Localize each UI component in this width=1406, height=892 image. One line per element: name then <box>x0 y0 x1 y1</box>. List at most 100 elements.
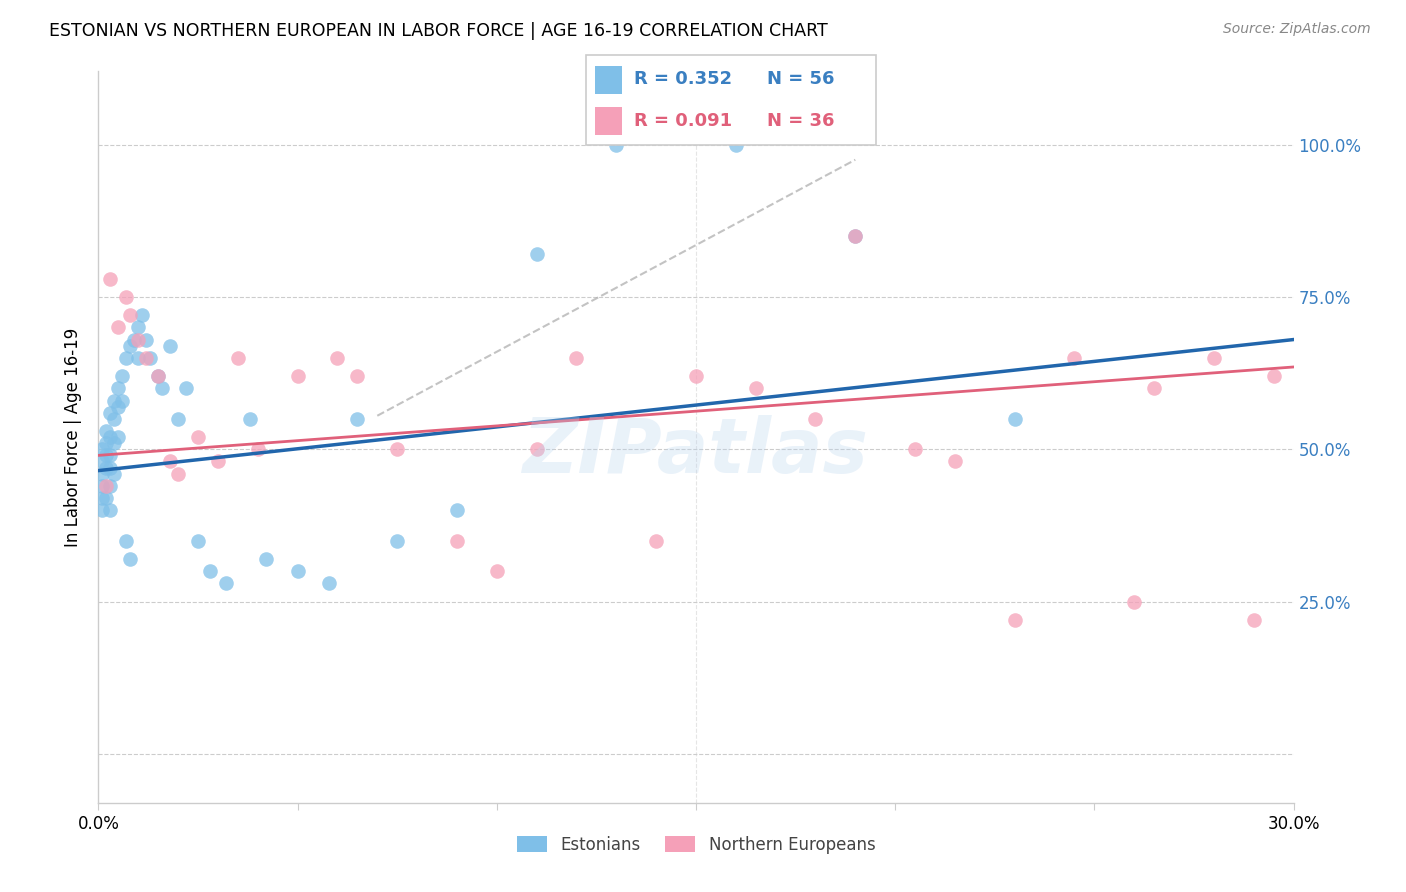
Point <box>103 393 125 408</box>
Point <box>120 308 142 322</box>
Text: R = 0.091: R = 0.091 <box>634 112 731 130</box>
Point <box>98 430 122 444</box>
Point <box>1202 351 1225 365</box>
FancyBboxPatch shape <box>586 55 876 145</box>
Point <box>127 333 149 347</box>
Point <box>724 137 747 152</box>
Point <box>198 564 221 578</box>
Text: ZIPatlas: ZIPatlas <box>523 415 869 489</box>
Point <box>120 338 142 352</box>
Point <box>98 503 122 517</box>
Point <box>103 467 125 481</box>
Point <box>120 552 142 566</box>
Point <box>91 503 114 517</box>
Point <box>904 442 927 457</box>
Point <box>326 351 349 365</box>
Text: N = 36: N = 36 <box>766 112 834 130</box>
Point <box>127 351 149 365</box>
Point <box>148 369 170 384</box>
Point <box>1143 381 1166 395</box>
Point <box>91 442 114 457</box>
Point <box>187 533 209 548</box>
Point <box>685 369 707 384</box>
Point <box>107 381 129 395</box>
Point <box>1004 412 1026 426</box>
Point <box>605 137 627 152</box>
Point <box>485 564 508 578</box>
Point <box>1243 613 1265 627</box>
Point <box>318 576 340 591</box>
Point <box>1123 594 1146 608</box>
Point <box>246 442 269 457</box>
Point <box>159 338 181 352</box>
Point <box>446 503 468 517</box>
Point <box>115 290 138 304</box>
Point <box>107 430 129 444</box>
Point <box>111 369 134 384</box>
Text: N = 56: N = 56 <box>766 70 834 87</box>
Point <box>98 271 122 285</box>
Point <box>150 381 173 395</box>
Y-axis label: In Labor Force | Age 16-19: In Labor Force | Age 16-19 <box>65 327 83 547</box>
Point <box>385 442 409 457</box>
Point <box>346 369 368 384</box>
Point <box>943 454 966 468</box>
Bar <box>595 66 621 94</box>
Point <box>107 400 129 414</box>
Point <box>98 448 122 462</box>
Point <box>148 369 170 384</box>
Point <box>167 412 190 426</box>
Point <box>135 333 157 347</box>
Point <box>207 454 229 468</box>
Point <box>135 351 157 365</box>
Text: R = 0.352: R = 0.352 <box>634 70 731 87</box>
Point <box>124 333 146 347</box>
Point <box>96 448 118 462</box>
Point <box>254 552 277 566</box>
Point <box>287 564 309 578</box>
Point <box>1004 613 1026 627</box>
Point <box>526 247 548 261</box>
Point <box>115 351 138 365</box>
Text: Source: ZipAtlas.com: Source: ZipAtlas.com <box>1223 22 1371 37</box>
Point <box>96 460 118 475</box>
Point <box>167 467 190 481</box>
Point <box>1263 369 1285 384</box>
Point <box>287 369 309 384</box>
Point <box>844 229 866 244</box>
Point <box>159 454 181 468</box>
Point <box>115 533 138 548</box>
Point <box>139 351 162 365</box>
Point <box>174 381 197 395</box>
Point <box>645 533 668 548</box>
Point <box>239 412 262 426</box>
Point <box>91 467 114 481</box>
Point <box>1063 351 1085 365</box>
Point <box>91 454 114 468</box>
Point <box>98 479 122 493</box>
Point <box>96 436 118 450</box>
Point <box>844 229 866 244</box>
Point <box>187 430 209 444</box>
Text: ESTONIAN VS NORTHERN EUROPEAN IN LABOR FORCE | AGE 16-19 CORRELATION CHART: ESTONIAN VS NORTHERN EUROPEAN IN LABOR F… <box>49 22 828 40</box>
Point <box>565 351 588 365</box>
Point <box>103 436 125 450</box>
Point <box>107 320 129 334</box>
Point <box>91 491 114 505</box>
Point <box>215 576 238 591</box>
Bar <box>595 107 621 135</box>
Legend: Estonians, Northern Europeans: Estonians, Northern Europeans <box>510 829 882 860</box>
Point <box>103 412 125 426</box>
Point <box>98 406 122 420</box>
Point <box>127 320 149 334</box>
Point <box>346 412 368 426</box>
Point <box>526 442 548 457</box>
Point <box>131 308 153 322</box>
Point <box>111 393 134 408</box>
Point <box>96 424 118 438</box>
Point <box>804 412 827 426</box>
Point <box>226 351 249 365</box>
Point <box>96 491 118 505</box>
Point <box>745 381 768 395</box>
Point <box>385 533 409 548</box>
